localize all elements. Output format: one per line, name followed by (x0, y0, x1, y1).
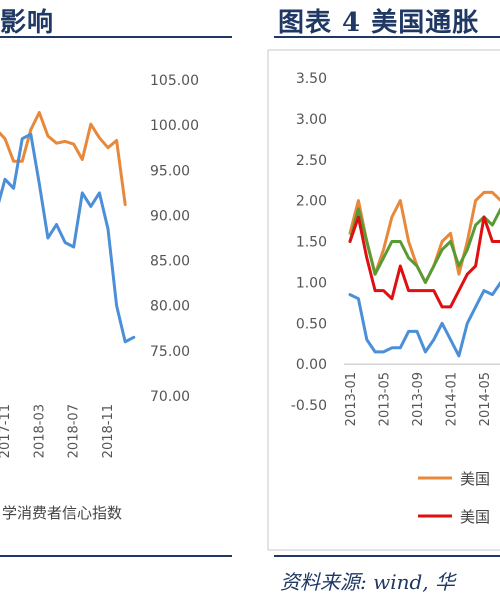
left-legend-label: 学消费者信心指数 (2, 504, 122, 522)
right-chart: 3.50 3.00 2.50 2.00 1.50 1.00 0.50 0.00 -0.50 201… (291, 71, 500, 526)
right-x-tick-label-1: 2013-05 (378, 372, 393, 426)
left-y-tick-label-2: 80.00 (150, 299, 190, 315)
right-legend-label-red: 美国 (460, 508, 490, 526)
right-x-tick-label-4: 2014-05 (478, 372, 493, 426)
left-title-rule (0, 36, 232, 38)
right-y-tick-label-8: -0.50 (291, 398, 327, 414)
right-x-tick-label-3: 2014-01 (445, 372, 460, 426)
right-y-tick-label-2: 2.50 (296, 153, 327, 169)
right-y-tick-label-0: 3.50 (296, 71, 327, 87)
right-legend-label-orange: 美国 (460, 470, 490, 488)
right-chart-title: 图表 4 美国通胀 (278, 8, 480, 38)
left-series-line-blue (0, 132, 136, 344)
left-x-tick-label-0: 2017-11 (0, 404, 13, 458)
left-y-tick-label-6: 100.00 (150, 118, 199, 134)
right-x-tick-label-2: 2013-09 (411, 372, 426, 426)
left-chart: 70.00 75.00 80.00 85.00 90.00 95.00 100.00 105.… (0, 73, 199, 522)
right-series-line-red (348, 215, 500, 309)
source-note: 资料来源: wind, 华 (280, 570, 456, 594)
right-y-tick-label-4: 1.50 (296, 235, 327, 251)
left-x-tick-label-3: 2018-11 (101, 404, 116, 458)
left-series-line-orange (0, 111, 127, 207)
right-title-rule (274, 36, 500, 38)
left-y-tick-label-7: 105.00 (150, 73, 199, 89)
right-series-line-blue (348, 281, 500, 358)
right-y-tick-label-5: 1.00 (296, 275, 327, 291)
left-y-tick-label-0: 70.00 (150, 389, 190, 405)
right-series-line-green (348, 207, 500, 284)
right-y-tick-label-1: 3.00 (296, 112, 327, 128)
left-chart-title: 影响 (0, 8, 55, 38)
right-y-tick-label-3: 2.00 (296, 194, 327, 210)
left-y-tick-label-3: 85.00 (150, 254, 190, 270)
right-y-tick-label-7: 0.00 (296, 357, 327, 373)
right-x-tick-label-0: 2013-01 (344, 372, 359, 426)
left-y-tick-label-1: 75.00 (150, 344, 190, 360)
right-chart-frame (267, 49, 500, 551)
left-y-tick-label-5: 95.00 (150, 163, 190, 179)
left-y-tick-label-4: 90.00 (150, 208, 190, 224)
left-x-tick-label-2: 2018-07 (67, 404, 82, 458)
right-y-tick-label-6: 0.50 (296, 316, 327, 332)
left-x-tick-label-1: 2018-03 (32, 404, 47, 458)
